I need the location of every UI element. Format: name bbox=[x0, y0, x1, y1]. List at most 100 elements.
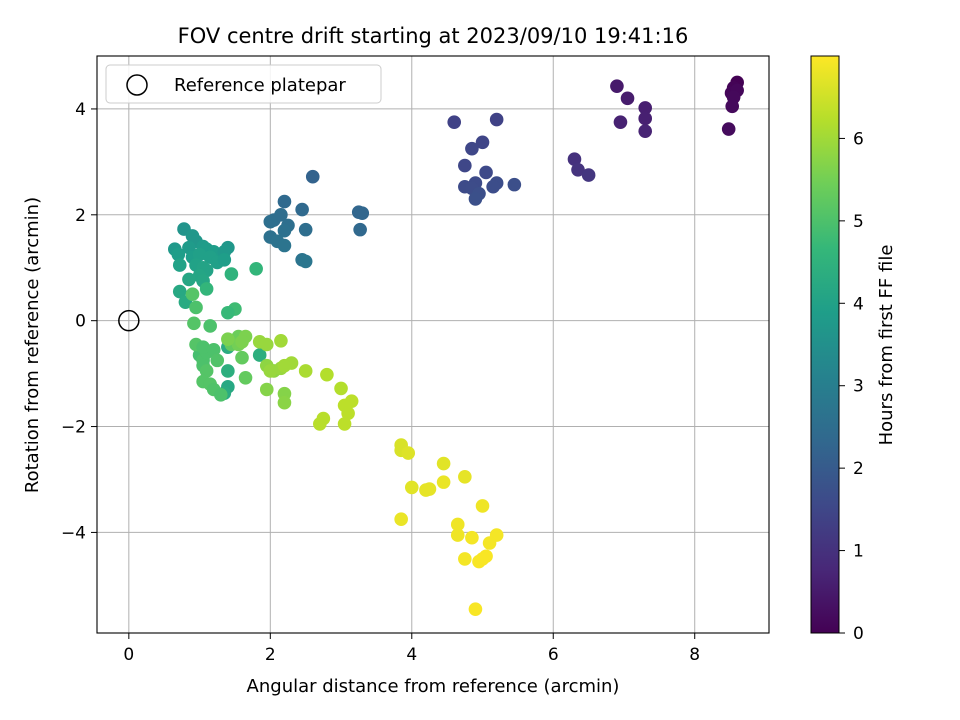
data-point bbox=[725, 99, 740, 114]
data-point bbox=[259, 337, 274, 352]
colorbar-tick-label: 6 bbox=[853, 129, 864, 149]
data-point bbox=[458, 552, 472, 566]
data-point bbox=[210, 353, 225, 368]
data-point bbox=[404, 480, 419, 495]
data-point bbox=[274, 333, 288, 348]
data-point bbox=[344, 394, 359, 408]
colorbar-tick-label: 5 bbox=[853, 212, 864, 232]
data-point bbox=[185, 287, 200, 302]
data-point bbox=[199, 282, 214, 296]
y-axis-ticks: −4 −2 0 2 4 bbox=[61, 100, 97, 543]
y-tick-label: −4 bbox=[61, 523, 86, 543]
reference-platepar-point bbox=[118, 309, 140, 332]
data-point bbox=[436, 456, 451, 471]
data-point bbox=[172, 258, 187, 272]
data-point bbox=[221, 364, 235, 378]
data-point bbox=[235, 335, 249, 349]
data-point bbox=[468, 602, 483, 616]
data-point bbox=[187, 316, 201, 331]
x-tick-label: 8 bbox=[689, 645, 700, 665]
data-point bbox=[295, 202, 309, 217]
data-point bbox=[259, 382, 274, 397]
colorbar-tick-label: 4 bbox=[853, 294, 864, 314]
data-point bbox=[263, 214, 278, 229]
y-tick-label: 0 bbox=[75, 312, 86, 332]
x-tick-label: 2 bbox=[265, 645, 276, 665]
data-point bbox=[221, 305, 235, 320]
plot-frame bbox=[96, 55, 770, 634]
data-point bbox=[171, 247, 186, 262]
data-point bbox=[638, 124, 653, 138]
data-point bbox=[475, 499, 490, 513]
data-point bbox=[475, 552, 490, 566]
legend-marker-icon bbox=[126, 74, 148, 96]
data-point bbox=[465, 530, 479, 545]
data-point bbox=[337, 417, 352, 431]
legend-box bbox=[105, 64, 382, 104]
y-tick-label: −2 bbox=[61, 418, 86, 438]
x-tick-label: 6 bbox=[548, 645, 559, 665]
data-point bbox=[334, 381, 348, 396]
colorbar-tick-label: 2 bbox=[853, 459, 864, 479]
data-point bbox=[401, 446, 416, 460]
colorbar-tick-label: 3 bbox=[853, 377, 864, 397]
data-point bbox=[305, 169, 320, 184]
data-point bbox=[479, 165, 493, 180]
data-point bbox=[252, 348, 267, 362]
colorbar-ticks: 0 1 2 3 4 5 6 bbox=[839, 129, 864, 644]
data-point bbox=[465, 141, 479, 156]
data-point bbox=[298, 222, 313, 237]
data-point bbox=[277, 194, 292, 209]
data-point bbox=[355, 206, 370, 221]
data-point bbox=[224, 267, 239, 281]
data-point bbox=[238, 371, 253, 385]
y-axis-label: Rotation from reference (arcmin) bbox=[22, 197, 43, 493]
data-point bbox=[610, 79, 624, 93]
legend: Reference platepar bbox=[105, 64, 382, 104]
x-tick-label: 0 bbox=[123, 645, 134, 665]
data-points bbox=[168, 75, 744, 616]
data-point bbox=[217, 253, 232, 267]
data-point bbox=[277, 223, 292, 238]
data-point bbox=[189, 300, 203, 315]
data-point bbox=[450, 517, 465, 532]
data-point bbox=[468, 192, 483, 206]
data-point bbox=[613, 115, 628, 129]
data-point bbox=[320, 367, 334, 382]
data-point bbox=[277, 238, 292, 253]
data-point bbox=[581, 168, 596, 182]
data-point bbox=[458, 158, 472, 173]
y-tick-label: 2 bbox=[75, 206, 86, 226]
data-point bbox=[436, 475, 451, 489]
chart-title: FOV centre drift starting at 2023/09/10 … bbox=[178, 24, 689, 48]
data-point bbox=[447, 115, 462, 129]
data-point bbox=[482, 536, 497, 550]
data-point bbox=[475, 135, 490, 150]
data-point bbox=[620, 91, 635, 106]
data-point bbox=[571, 163, 585, 177]
data-point bbox=[507, 177, 522, 192]
data-point bbox=[277, 395, 292, 410]
data-point bbox=[298, 364, 313, 378]
data-point bbox=[203, 319, 217, 333]
data-point bbox=[213, 387, 228, 402]
data-point bbox=[277, 358, 292, 373]
data-point bbox=[235, 350, 249, 365]
data-point bbox=[249, 262, 263, 276]
data-point bbox=[353, 222, 367, 237]
data-point bbox=[458, 470, 472, 484]
colorbar-label: Hours from first FF file bbox=[876, 245, 897, 446]
x-axis-label: Angular distance from reference (arcmin) bbox=[247, 676, 620, 697]
data-point bbox=[192, 247, 207, 262]
data-point bbox=[638, 101, 653, 115]
data-point bbox=[298, 254, 313, 269]
colorbar-tick-label: 0 bbox=[853, 624, 864, 644]
data-point bbox=[489, 112, 504, 127]
data-point bbox=[638, 111, 653, 126]
legend-entry-label: Reference platepar bbox=[174, 75, 346, 96]
data-point bbox=[341, 406, 355, 421]
data-point bbox=[450, 528, 465, 542]
data-point bbox=[422, 482, 437, 496]
